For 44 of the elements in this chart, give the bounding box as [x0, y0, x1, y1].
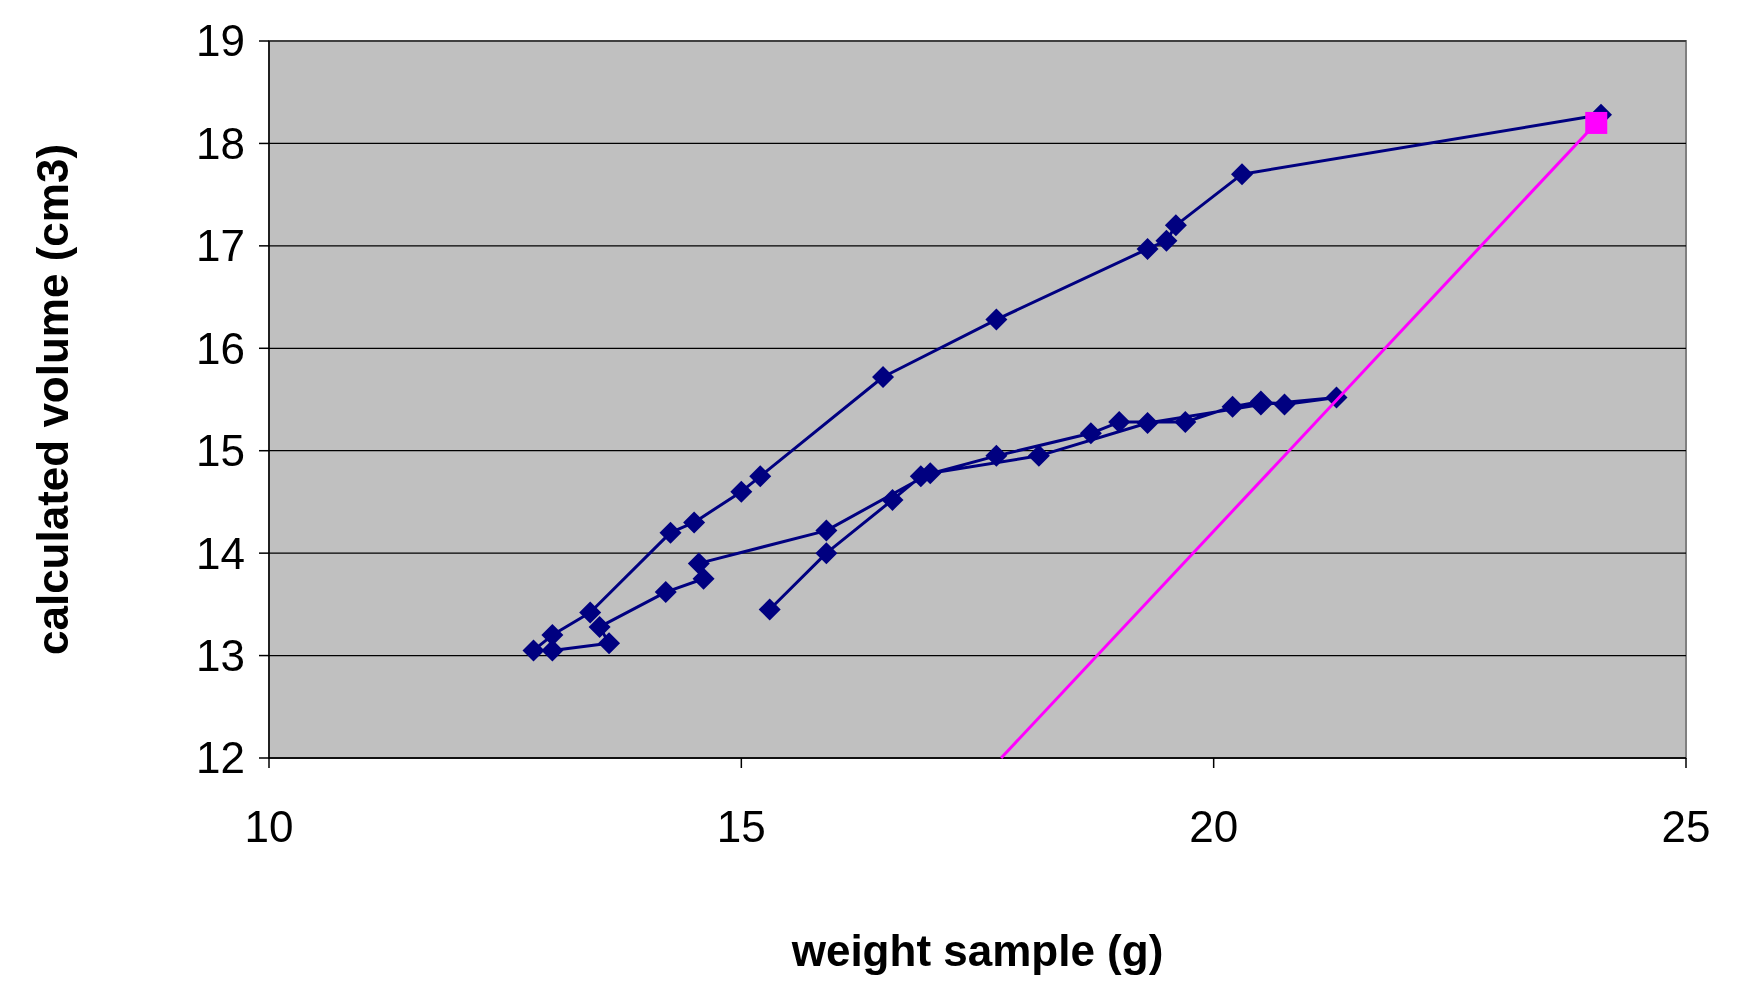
point — [730, 480, 753, 503]
point — [1155, 229, 1178, 252]
point — [815, 542, 838, 565]
point — [598, 632, 621, 655]
y-tick-label: 15 — [196, 426, 245, 476]
point — [881, 488, 904, 511]
x-axis-title: weight sample (g) — [790, 926, 1164, 975]
x-tick-label: 20 — [1189, 802, 1239, 851]
point — [749, 465, 772, 488]
point — [588, 615, 611, 638]
point — [1108, 411, 1131, 434]
y-tick-label: 16 — [196, 323, 245, 373]
point — [687, 552, 710, 575]
point — [1585, 111, 1608, 134]
point — [1174, 411, 1197, 434]
point — [683, 511, 706, 534]
point — [1136, 412, 1159, 435]
x-tick-label: 15 — [716, 802, 766, 851]
point — [1221, 395, 1244, 418]
point — [1164, 214, 1187, 237]
point — [1136, 237, 1159, 260]
point — [659, 521, 682, 544]
y-tick-label: 13 — [196, 630, 245, 680]
point — [579, 601, 602, 624]
point — [522, 639, 545, 662]
y-axis-title: calculated volume (cm3) — [28, 143, 77, 656]
point — [692, 567, 715, 590]
y-tick-label: 18 — [196, 118, 245, 168]
point — [654, 581, 677, 604]
y-tick-label: 12 — [196, 733, 245, 783]
point — [758, 598, 781, 621]
y-tick-label: 19 — [196, 16, 245, 66]
point — [985, 444, 1008, 467]
point — [815, 519, 838, 542]
point — [872, 365, 895, 388]
x-tick-label: 10 — [244, 802, 294, 851]
point — [985, 308, 1008, 331]
y-tick-label: 17 — [196, 221, 245, 271]
point — [1027, 444, 1050, 467]
y-tick-label: 14 — [196, 528, 245, 578]
point — [1079, 422, 1102, 445]
point — [1231, 163, 1254, 186]
x-tick-label: 25 — [1661, 802, 1711, 851]
point — [1273, 393, 1296, 416]
